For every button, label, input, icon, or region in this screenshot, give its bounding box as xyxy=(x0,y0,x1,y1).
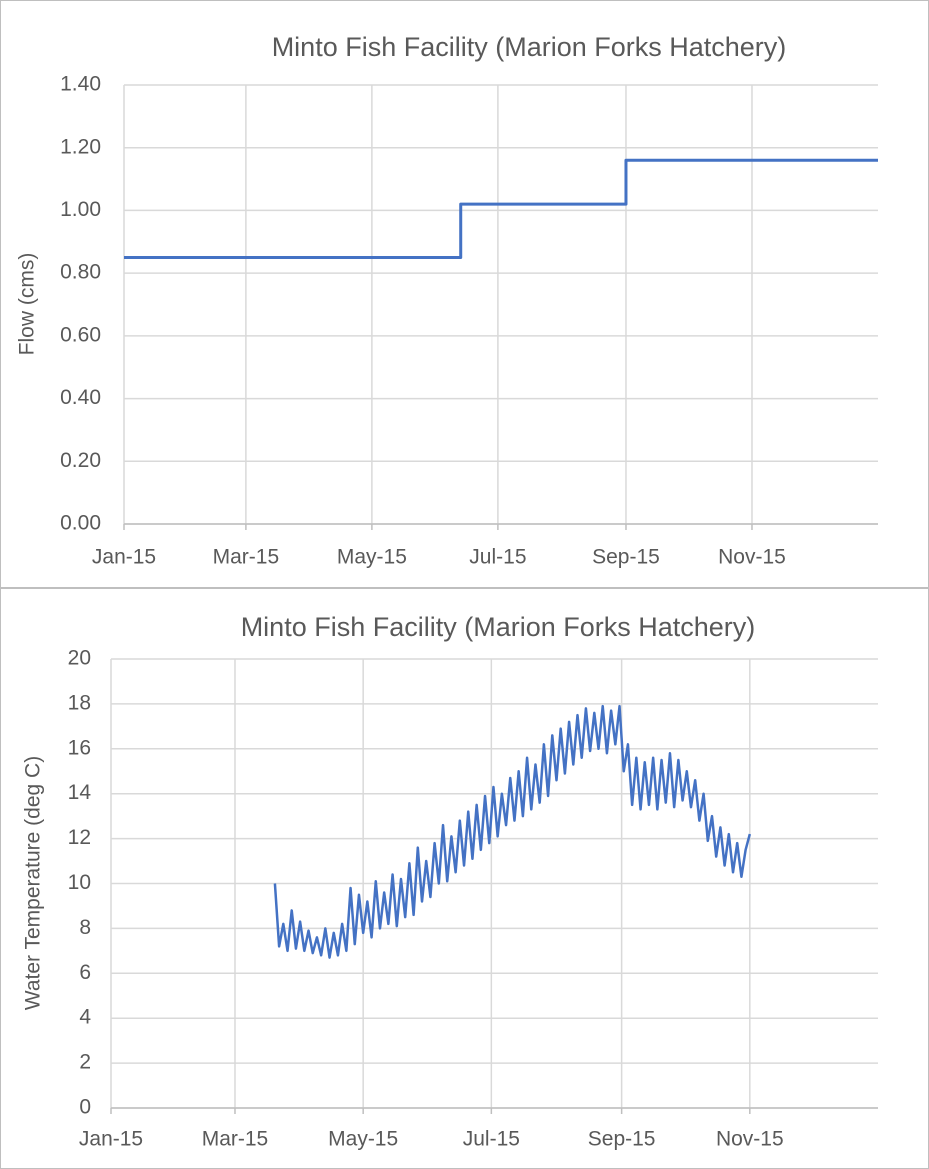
x-tick-label: May-15 xyxy=(328,1128,398,1151)
y-tick-label: 4 xyxy=(79,1006,91,1029)
y-tick-label: 1.00 xyxy=(60,198,101,221)
y-tick-label: 1.20 xyxy=(60,135,101,158)
y-tick-label: 6 xyxy=(79,961,91,984)
x-tick-label: Mar-15 xyxy=(202,1128,269,1151)
y-tick-label: 10 xyxy=(68,871,91,894)
x-tick-label: Jan-15 xyxy=(92,546,156,569)
y-tick-label: 0.40 xyxy=(60,386,101,409)
y-tick-label: 1.40 xyxy=(60,73,101,96)
x-tick-label: Sep-15 xyxy=(588,1128,656,1151)
x-tick-label: Mar-15 xyxy=(213,546,280,569)
x-tick-label: Jul-15 xyxy=(463,1128,520,1151)
x-tick-label: Nov-15 xyxy=(718,546,786,569)
y-axis-label: Flow (cms) xyxy=(16,253,39,356)
y-axis-label: Water Temperature (deg C) xyxy=(22,756,45,1010)
y-tick-label: 12 xyxy=(68,826,91,849)
x-tick-label: Sep-15 xyxy=(592,546,660,569)
y-tick-label: 0.20 xyxy=(60,449,101,472)
x-tick-label: Jul-15 xyxy=(469,546,526,569)
x-tick-label: Jan-15 xyxy=(79,1128,143,1151)
y-tick-label: 0.80 xyxy=(60,261,101,284)
y-tick-label: 0 xyxy=(79,1096,91,1119)
y-tick-label: 8 xyxy=(79,916,91,939)
series-line xyxy=(273,704,752,959)
y-tick-label: 20 xyxy=(68,647,91,670)
y-tick-label: 14 xyxy=(68,781,92,804)
y-tick-label: 16 xyxy=(68,736,91,759)
y-tick-label: 18 xyxy=(68,691,91,714)
y-tick-label: 2 xyxy=(79,1051,91,1074)
chart: Minto Fish Facility (Marion Forks Hatche… xyxy=(0,0,929,588)
chart-title: Minto Fish Facility (Marion Forks Hatche… xyxy=(241,612,756,642)
y-tick-label: 0.60 xyxy=(60,323,101,346)
series-line xyxy=(124,158,878,259)
x-tick-label: Nov-15 xyxy=(716,1128,784,1151)
chart: Minto Fish Facility (Marion Forks Hatche… xyxy=(0,588,929,1169)
y-tick-label: 0.00 xyxy=(60,512,101,535)
chart-title: Minto Fish Facility (Marion Forks Hatche… xyxy=(272,32,787,62)
x-tick-label: May-15 xyxy=(337,546,407,569)
